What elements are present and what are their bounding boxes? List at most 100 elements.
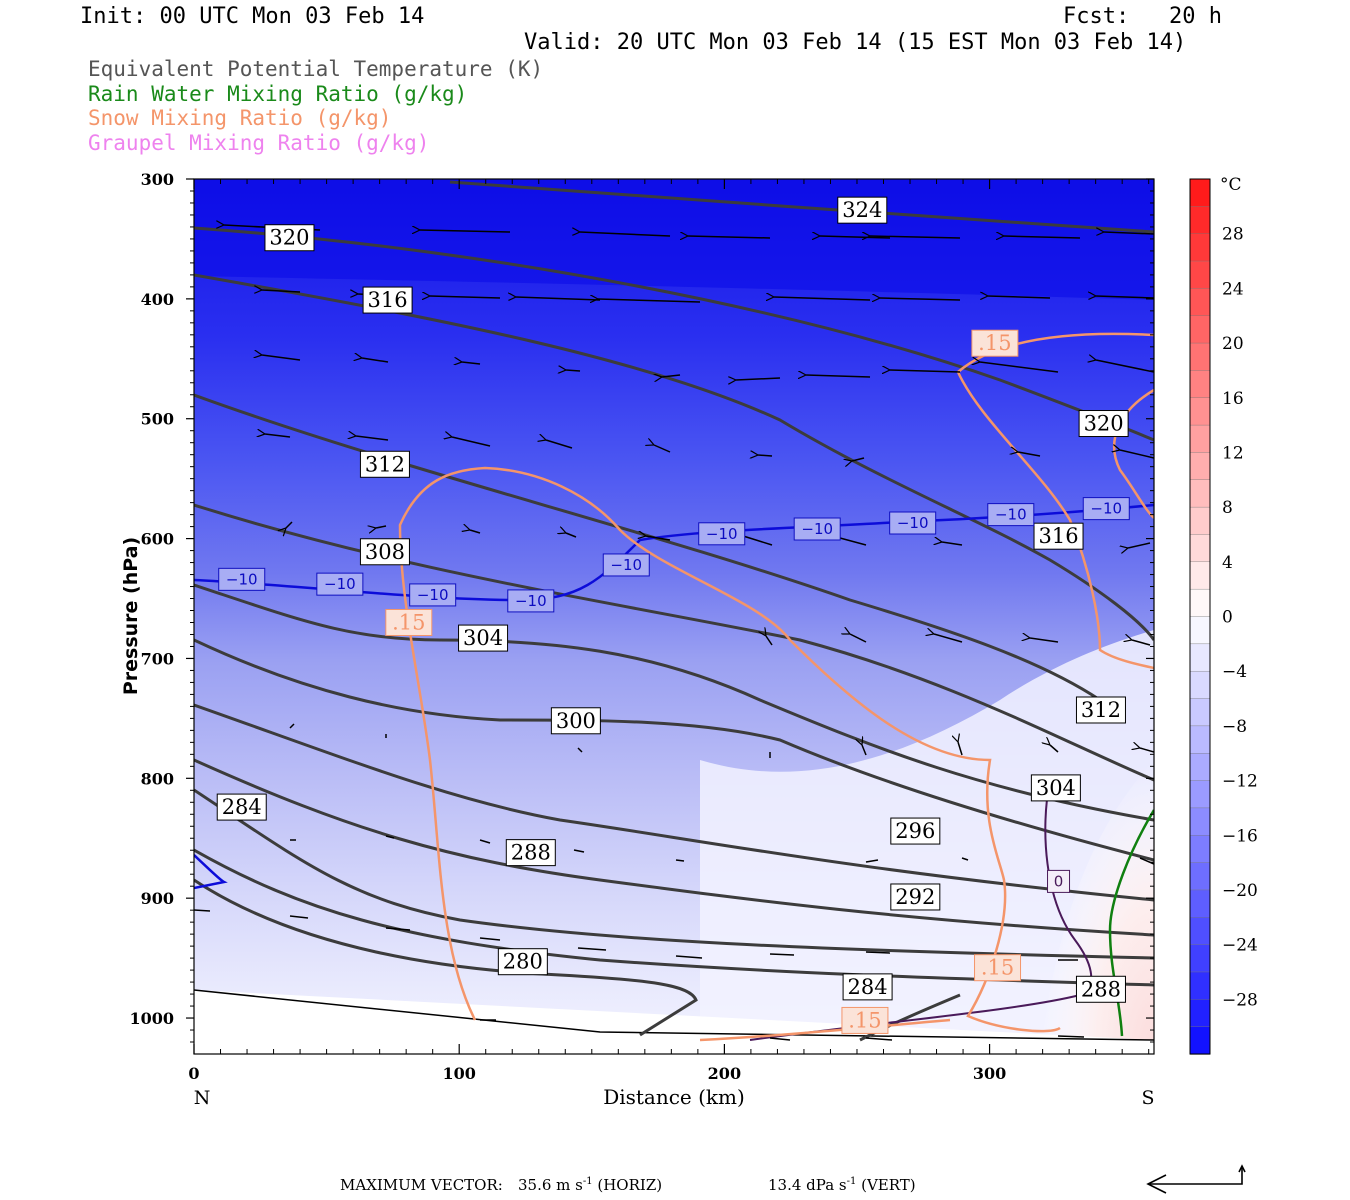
x-tick-label: 100	[442, 1064, 475, 1083]
colorbar-frame	[1189, 178, 1211, 1055]
isotherm-label-box	[987, 503, 1035, 527]
isotherm-labels: −10 −10 −10 −10 −10 −10 −10 −10 −10 −10 0	[218, 497, 1130, 893]
theta-e-label: 280	[503, 950, 543, 974]
theta-e-labels: 324 320 316 312 308 304 300 296 292 288 284 280 284 2…	[216, 196, 1129, 1003]
snow-label: .15	[981, 956, 1014, 980]
theta-e-label-box	[890, 817, 941, 845]
theta-e-label: 312	[365, 452, 405, 476]
snow-label-box	[841, 1006, 889, 1034]
snow-label-box	[385, 608, 433, 636]
theta-e-label-box	[1033, 522, 1084, 550]
plot-area: 324 320 316 312 308 304 300 296 292 288 284 280 284 2…	[194, 179, 1154, 1054]
max-vector-vert: 13.4 dPa s-1 (VERT)	[768, 1176, 916, 1194]
theta-e-label: 316	[1038, 524, 1078, 548]
shade-band-cold	[194, 180, 1154, 300]
init-time: Init: 00 UTC Mon 03 Feb 14	[80, 4, 425, 29]
legend-graupel: Graupel Mixing Ratio (g/kg)	[88, 131, 430, 155]
theta-e-label-box	[1078, 410, 1129, 438]
colorbar-bin	[1189, 342, 1211, 372]
colorbar-bin	[1189, 506, 1211, 536]
theta-e-label-box	[842, 973, 893, 1001]
theta-e-label: 284	[222, 795, 262, 819]
colorbar-bin	[1189, 206, 1211, 235]
y-tick-label: 900	[141, 889, 174, 908]
colorbar-bin	[1189, 260, 1211, 290]
isotherm-label-box	[793, 517, 841, 541]
snow-label-box	[971, 329, 1019, 357]
colorbar-bin	[1189, 370, 1211, 399]
theta-e-label-box	[216, 793, 267, 821]
isotherm-label-box	[1082, 497, 1130, 521]
colorbar-tick-label: −4	[1222, 662, 1247, 682]
x-tick-label: 200	[708, 1064, 741, 1083]
colorbar-tick-label: 8	[1222, 498, 1233, 518]
x-tick-label: 300	[973, 1064, 1006, 1083]
theta-e-label: 304	[1036, 776, 1076, 800]
freezing-label: 0	[1054, 872, 1064, 890]
theta-e-label: 288	[511, 841, 551, 865]
colorbar-bin	[1189, 698, 1211, 727]
snow-label: .15	[978, 331, 1011, 355]
theta-e-label: 284	[848, 975, 888, 999]
colorbar-tick-label: −24	[1222, 936, 1258, 956]
theta-e-label-box	[1075, 696, 1126, 724]
isotherm-label-box	[602, 553, 650, 577]
colorbar-tick-label: −12	[1222, 772, 1258, 792]
colorbar-bin	[1189, 643, 1211, 672]
isotherm-label: −10	[706, 525, 738, 543]
isotherm-label-box	[409, 583, 457, 607]
theta-e-label: 320	[269, 226, 309, 250]
isotherm-label: −10	[226, 570, 258, 588]
colorbar-tick-label: −8	[1222, 717, 1247, 737]
theta-e-label: 300	[556, 709, 596, 733]
snow-label: .15	[392, 610, 425, 634]
theta-e-label: 308	[365, 540, 405, 564]
ground-line	[194, 989, 1154, 1041]
isotherm-label: −10	[1090, 500, 1122, 518]
x-axis: 0 100 200 300	[188, 179, 1150, 1083]
isotherm-label-box	[698, 522, 746, 546]
terrain	[194, 990, 1154, 1054]
y-tick-label: 1000	[129, 1009, 174, 1028]
theta-e-label: 296	[895, 819, 935, 843]
colorbar: 28 24 20 16 12 8 4 0 −4 −8 −12 −16 −20 −24 −28	[1189, 178, 1258, 1055]
isotherm-label: −10	[417, 586, 449, 604]
y-tick-label: 800	[141, 769, 174, 788]
isotherm-label: −10	[897, 514, 929, 532]
theta-e-label-box	[550, 707, 601, 735]
y-tick-label: 500	[141, 410, 174, 429]
colorbar-tick-label: 4	[1222, 553, 1233, 573]
theta-e-label-box	[1030, 774, 1081, 802]
colorbar-bin	[1189, 616, 1211, 645]
x-axis-north: N	[194, 1087, 211, 1109]
theta-e-label: 292	[895, 885, 935, 909]
isotherm-label-box	[507, 589, 555, 613]
colorbar-bin	[1189, 288, 1211, 317]
colorbar-bin	[1189, 1026, 1211, 1055]
y-tick-label: 400	[141, 290, 174, 309]
colorbar-bin	[1189, 561, 1211, 590]
colorbar-unit: °C	[1220, 175, 1242, 195]
y-axis-title: Pressure (hPa)	[120, 537, 142, 695]
colorbar-bin	[1189, 889, 1211, 918]
theta-e-label: 324	[842, 198, 882, 222]
theta-e-label-box	[359, 538, 410, 566]
legend-rain-water: Rain Water Mixing Ratio (g/kg)	[88, 82, 468, 106]
colorbar-bin	[1189, 971, 1211, 1001]
y-tick-label: 600	[141, 530, 174, 549]
colorbar-tick-label: 28	[1222, 225, 1244, 245]
colorbar-tick-label: 12	[1222, 443, 1244, 463]
theta-e-label-box	[264, 224, 315, 252]
y-tick-label: 300	[141, 170, 174, 189]
theta-e-label-box	[458, 624, 509, 652]
colorbar-bin	[1189, 233, 1211, 262]
colorbar-bin	[1189, 588, 1211, 618]
colorbar-bin	[1189, 534, 1211, 563]
colorbar-tick-label: 20	[1222, 334, 1244, 354]
theta-e-label-box	[505, 839, 556, 867]
colorbar-tick-label: −16	[1222, 826, 1258, 846]
theta-e-label: 320	[1084, 412, 1124, 436]
colorbar-bin	[1189, 753, 1211, 782]
theta-e-label-box	[890, 883, 941, 911]
